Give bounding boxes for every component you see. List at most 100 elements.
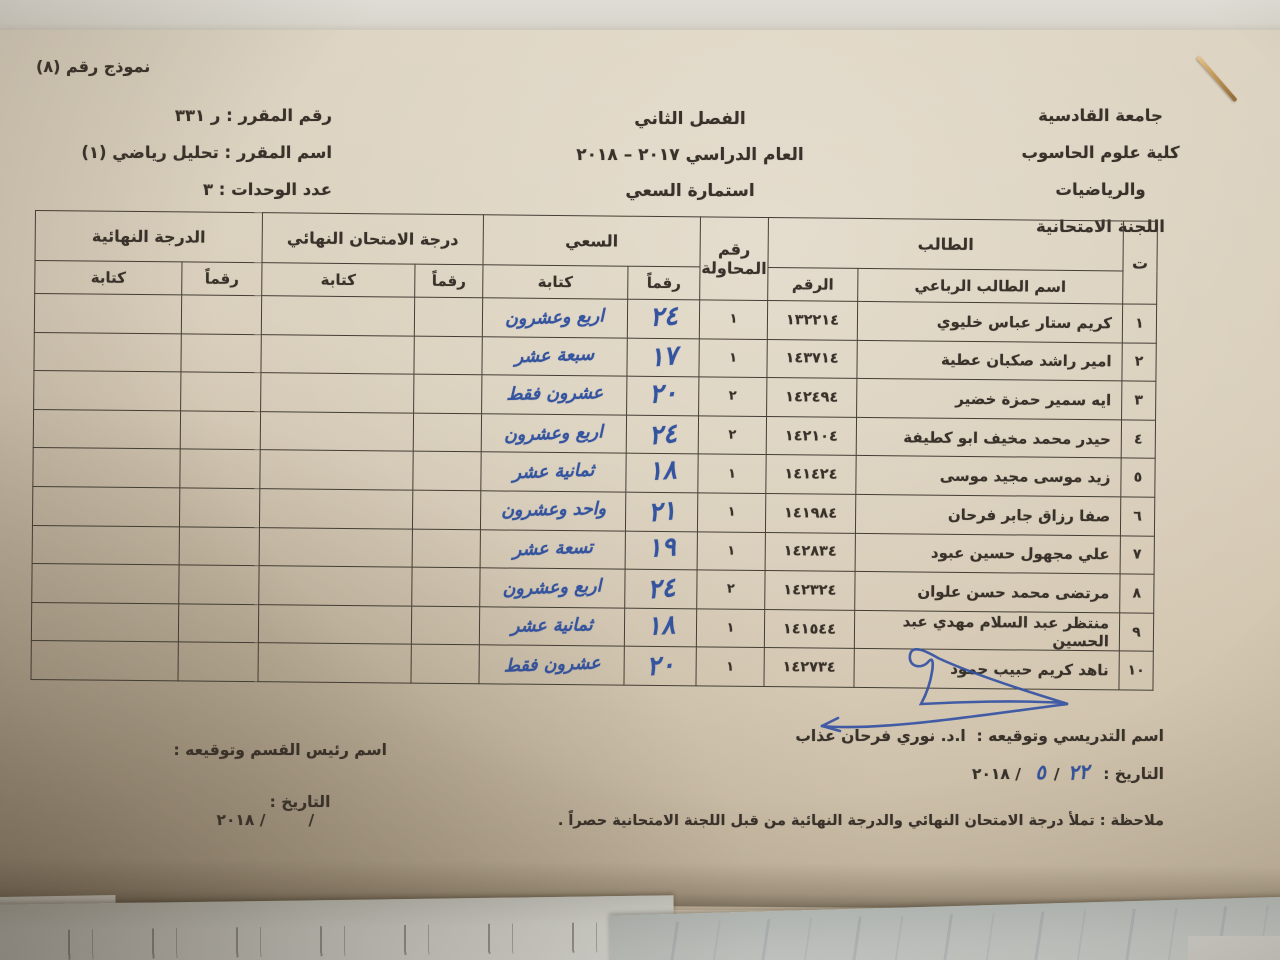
exam-written-cell-empty [261, 295, 415, 336]
handwritten-score-words: واحد وعشرون [500, 498, 606, 521]
serial-cell: ٩ [1119, 612, 1154, 652]
attempt-cell: ١ [696, 608, 765, 648]
attempt-cell: ١ [695, 647, 765, 687]
final-written-cell-empty [32, 486, 180, 527]
coursework-written-cell: عشرون فقط [481, 374, 627, 415]
term-block: الفصل الثاني العام الدراسي ٢٠١٧ – ٢٠١٨ ا… [540, 101, 840, 209]
header-attempt: رقم المحاولة [699, 216, 769, 301]
date-year: / ٢٠١٨ [971, 765, 1021, 783]
handwritten-score-digits: ٢٤ [648, 301, 679, 333]
final-written-cell-empty [34, 293, 182, 334]
handwritten-score-words: اربع وعشرون [504, 421, 604, 446]
department-head-line: اسم رئيس القسم وتوقيعه : [173, 741, 388, 759]
final-written-cell-empty [32, 525, 180, 566]
handwritten-score-words: عشرون فقط [502, 653, 601, 677]
coursework-numeric-cell: ١٨ [625, 453, 699, 493]
attempt-cell: ١ [698, 338, 768, 378]
handwritten-score-digits: ١٧ [647, 341, 679, 374]
under-sheet-left [0, 895, 675, 960]
student-number-cell: ١٣٢٢١٤ [767, 300, 858, 340]
coursework-written-cell: واحد وعشرون [480, 490, 626, 531]
handwritten-date-day: ٢٢ [1066, 759, 1091, 785]
student-name-cell: صفا رزاق جابر فرحان [855, 494, 1121, 536]
attempt-cell: ٢ [698, 377, 767, 417]
handwritten-score-words: تسعة عشر [512, 537, 594, 561]
coursework-written-cell: ثمانية عشر [479, 606, 625, 647]
attempt-cell: ١ [699, 299, 768, 340]
final-written-cell-empty [30, 640, 179, 681]
head-date-label: التاريخ : [269, 793, 331, 811]
final-numeric-cell-empty [178, 565, 260, 605]
coursework-written-cell: تسعة عشر [480, 529, 626, 570]
lecturer-name: ا.د. نوري فرحان عذاب [795, 727, 966, 745]
exam-written-cell-empty [259, 450, 414, 491]
final-written-cell-empty [31, 602, 179, 643]
coursework-numeric-cell: ٢٤ [626, 414, 699, 455]
coursework-numeric-cell: ٢١ [625, 492, 698, 532]
student-number-cell: ١٤١٩٨٤ [765, 493, 856, 533]
student-number-cell: ١٤٣٧١٤ [766, 339, 858, 379]
student-name-cell: كريم ستار عباس خليوي [857, 301, 1123, 343]
coursework-written-cell: عشرون فقط [478, 645, 625, 686]
exam-written-cell-empty [259, 488, 413, 529]
exam-written-cell-empty [260, 372, 414, 413]
coursework-written-cell: اربع وعشرون [482, 297, 628, 338]
lecturer-date-line: التاريخ : ٢٢ / ٥ / ٢٠١٨ [971, 759, 1164, 785]
head-date-value: / / ٢٠١٨ [216, 811, 331, 829]
handwritten-score-words: اربع وعشرون [502, 576, 603, 600]
header-final-written: كتابة [34, 260, 183, 295]
lecturer-label: اسم التدريسي وتوقيعه : [976, 727, 1164, 745]
student-name-cell: زيد موسى مجيد موسى [855, 455, 1122, 497]
final-numeric-cell-empty [177, 642, 259, 682]
exam-numeric-cell-empty [410, 644, 480, 684]
committee-name: اللجنة الامتحانية [1036, 217, 1165, 236]
coursework-numeric-cell: ٢٠ [623, 646, 697, 686]
student-number-cell: ١٤٢٨٣٤ [765, 532, 856, 572]
header-final-exam-group: درجة الامتحان النهائي [262, 212, 484, 265]
table-body: ١ كريم ستار عباس خليوي ١٣٢٢١٤ ١ ٢٤ اربع … [30, 293, 1157, 691]
coursework-written-cell: سبعة عشر [481, 336, 628, 377]
handwritten-score-words: عشرون فقط [505, 383, 603, 405]
student-number-cell: ١٤٢٣٢٤ [764, 570, 856, 611]
student-name-cell: ايه سمير حمزة خضير [856, 378, 1122, 420]
wall-background [0, 0, 1280, 34]
coursework-written-cell: اربع وعشرون [479, 567, 626, 608]
semester-title: الفصل الثاني [634, 109, 746, 129]
exam-numeric-cell-empty [413, 412, 482, 453]
coursework-numeric-cell: ١٨ [624, 607, 697, 648]
exam-numeric-cell-empty [411, 567, 481, 607]
course-name: اسم المقرر : تحليل رياضي (١) [81, 143, 332, 162]
student-number-cell: ١٤١٤٢٤ [765, 454, 857, 495]
attempt-cell: ١ [697, 492, 766, 533]
handwritten-score-digits: ١٩ [646, 532, 676, 565]
header-exam-numeric: رقماً [414, 264, 483, 298]
under-sheet-bottom-right [1188, 936, 1280, 960]
exam-written-cell-empty [260, 334, 415, 375]
serial-cell: ٣ [1121, 381, 1156, 421]
handwritten-score-digits: ١٨ [645, 609, 676, 642]
coursework-numeric-cell: ٢٤ [624, 569, 698, 609]
handwritten-score-digits: ٢١ [646, 495, 677, 529]
attempt-cell: ٢ [696, 570, 766, 610]
course-number: رقم المقرر : ر ٣٣١ [174, 106, 332, 125]
exam-written-cell-empty [257, 643, 412, 684]
final-numeric-cell-empty [179, 449, 261, 489]
grades-table-wrap: ت الطالب رقم المحاولة السعي درجة الامتحا… [30, 210, 1158, 691]
attempt-cell: ١ [697, 454, 767, 494]
exam-numeric-cell-empty [412, 528, 481, 568]
coursework-written-cell: ثمانية عشر [480, 452, 627, 493]
attempt-cell: ٢ [698, 415, 767, 455]
final-written-cell-empty [33, 409, 181, 450]
academic-year: العام الدراسي ٢٠١٧ – ٢٠١٨ [576, 145, 804, 165]
attempt-cell: ١ [697, 531, 766, 571]
handwritten-score-words: ثمانية عشر [511, 614, 593, 637]
course-units: عدد الوحدات : ٣ [202, 180, 332, 199]
serial-cell: ٢ [1121, 342, 1157, 382]
handwritten-score-words: ثمانية عشر [512, 460, 595, 484]
exam-written-cell-empty [258, 565, 413, 606]
exam-numeric-cell-empty [412, 451, 482, 491]
handwritten-score-digits: ٢٤ [645, 572, 677, 606]
header-student-number: الرقم [767, 267, 858, 302]
handwritten-score-digits: ٢٠ [647, 378, 678, 410]
